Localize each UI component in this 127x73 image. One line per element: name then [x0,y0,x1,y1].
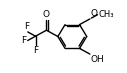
Text: F: F [21,36,26,45]
Text: CH₃: CH₃ [98,10,114,19]
Text: O: O [43,10,50,19]
Text: O: O [90,9,98,18]
Text: F: F [33,46,38,55]
Text: OH: OH [90,55,104,64]
Text: F: F [25,22,30,31]
